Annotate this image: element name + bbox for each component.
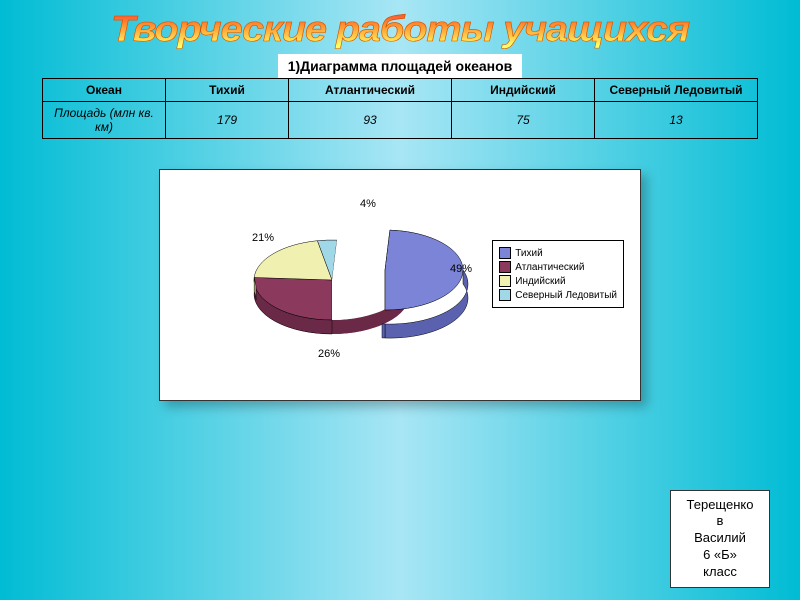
col-header-pacific: Тихий bbox=[166, 79, 289, 102]
legend-item-arctic: Северный Ледовитый bbox=[499, 289, 617, 301]
legend-label: Тихий bbox=[515, 248, 542, 259]
col-header-arctic: Северный Ледовитый bbox=[595, 79, 758, 102]
table-caption: 1)Диаграмма площадей океанов bbox=[278, 54, 523, 78]
cell-atlantic: 93 bbox=[289, 102, 452, 139]
legend-label: Атлантический bbox=[515, 262, 584, 273]
author-line: Василий bbox=[694, 530, 746, 545]
row-header-area: Площадь (млн кв. км) bbox=[43, 102, 166, 139]
swatch-icon bbox=[499, 289, 511, 301]
pie-chart-box: 49% 26% 21% 4% Тихий Атлантический Индий… bbox=[159, 169, 641, 401]
col-header-ocean: Океан bbox=[43, 79, 166, 102]
col-header-indian: Индийский bbox=[452, 79, 595, 102]
pie-label-49: 49% bbox=[450, 263, 472, 275]
ocean-area-table: Океан Тихий Атлантический Индийский Севе… bbox=[42, 78, 758, 139]
legend-label: Северный Ледовитый bbox=[515, 290, 617, 301]
legend-label: Индийский bbox=[515, 276, 565, 287]
cell-indian: 75 bbox=[452, 102, 595, 139]
wordart-title: Творческие работы учащихся bbox=[0, 8, 800, 50]
legend-item-atlantic: Атлантический bbox=[499, 261, 617, 273]
table-data-row: Площадь (млн кв. км) 179 93 75 13 bbox=[43, 102, 758, 139]
author-line: 6 «Б» bbox=[703, 547, 737, 562]
cell-pacific: 179 bbox=[166, 102, 289, 139]
pie-label-26: 26% bbox=[318, 348, 340, 360]
pie-legend: Тихий Атлантический Индийский Северный Л… bbox=[492, 240, 624, 308]
cell-arctic: 13 bbox=[595, 102, 758, 139]
author-box: Терещенко в Василий 6 «Б» класс bbox=[670, 490, 770, 588]
legend-item-indian: Индийский bbox=[499, 275, 617, 287]
author-line: в bbox=[717, 513, 724, 528]
swatch-icon bbox=[499, 275, 511, 287]
pie-3d-overlay bbox=[160, 170, 500, 400]
pie-label-21: 21% bbox=[252, 232, 274, 244]
author-line: класс bbox=[703, 564, 737, 579]
legend-item-pacific: Тихий bbox=[499, 247, 617, 259]
swatch-icon bbox=[499, 247, 511, 259]
col-header-atlantic: Атлантический bbox=[289, 79, 452, 102]
table-header-row: Океан Тихий Атлантический Индийский Севе… bbox=[43, 79, 758, 102]
pie-label-4: 4% bbox=[360, 198, 376, 210]
swatch-icon bbox=[499, 261, 511, 273]
author-line: Терещенко bbox=[687, 497, 754, 512]
